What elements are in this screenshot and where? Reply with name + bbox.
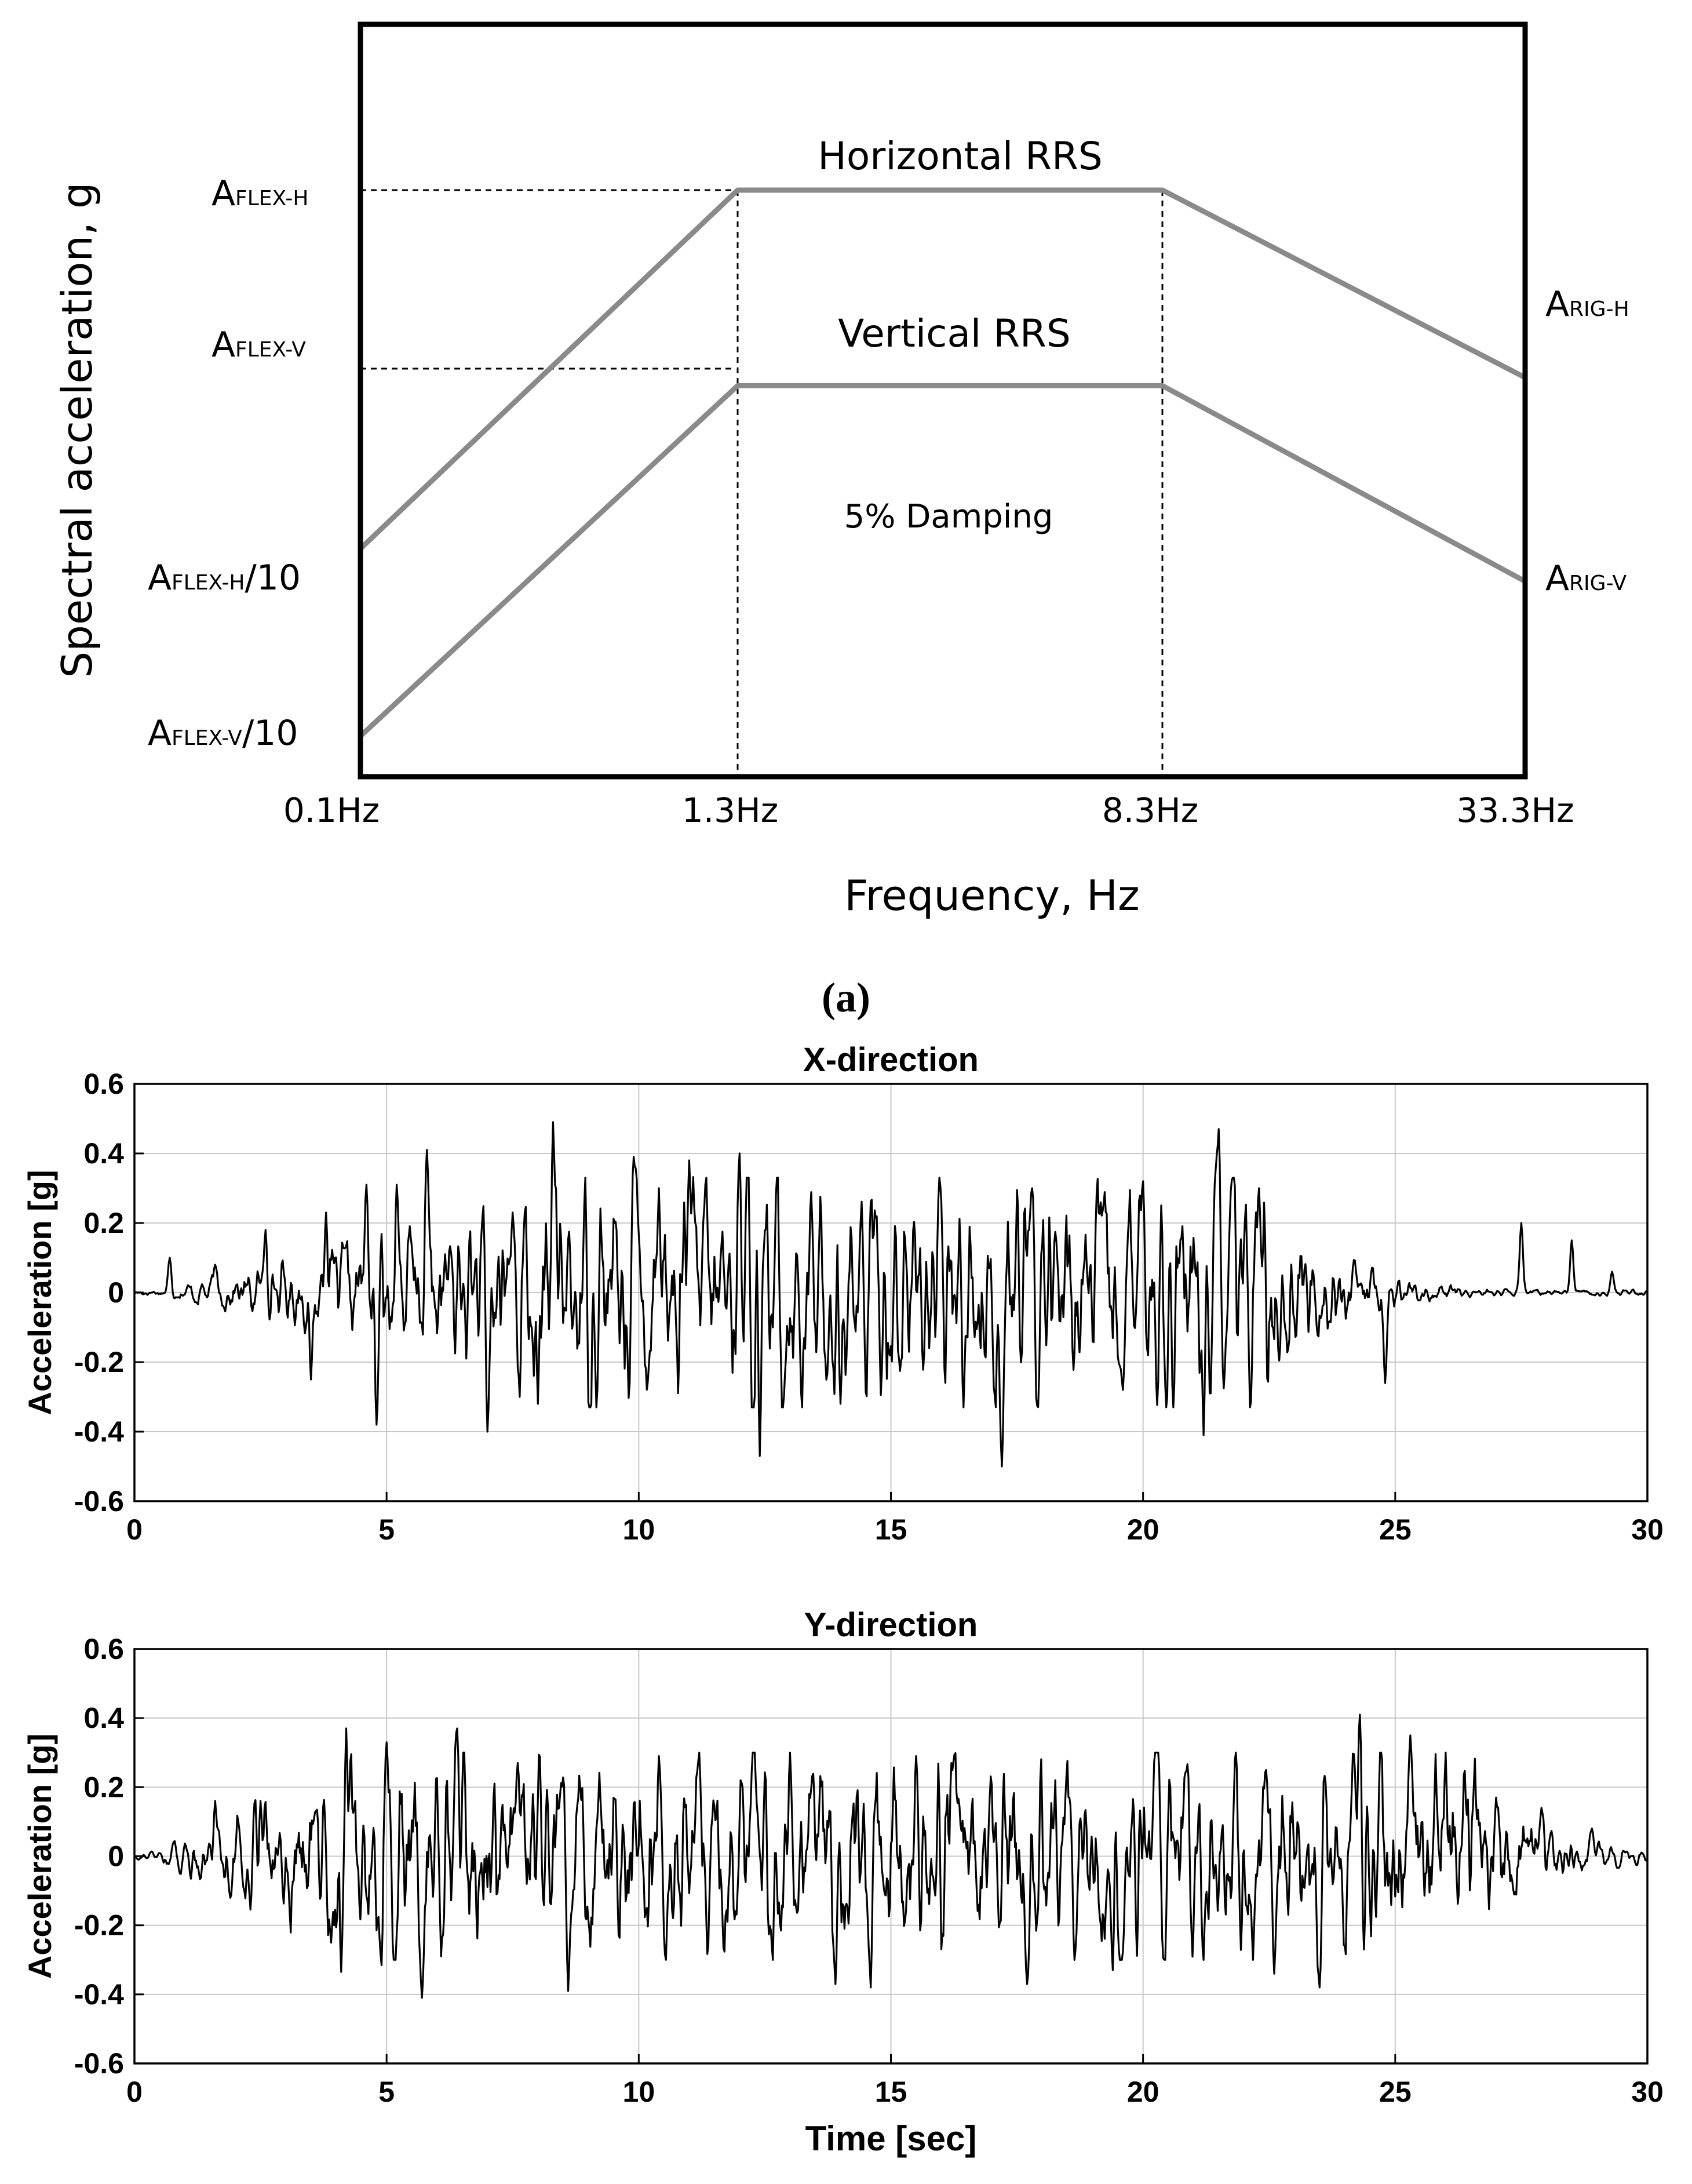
x-direction-ytick-label-2: 0.2 bbox=[83, 1207, 124, 1239]
x-direction-ytick-label-4: -0.2 bbox=[74, 1346, 124, 1378]
y-direction-xtick-label-5: 25 bbox=[1379, 2076, 1412, 2108]
y-direction-title: Y-direction bbox=[804, 1606, 978, 1644]
y-direction-ytick-label-5: -0.4 bbox=[74, 1978, 124, 2011]
y-direction-xtick-label-6: 30 bbox=[1631, 2076, 1664, 2108]
x-direction-ytick-label-1: 0.4 bbox=[83, 1137, 124, 1170]
rrs-x-axis-title: Frequency, Hz bbox=[844, 871, 1140, 920]
xtick-1-3hz: 1.3Hz bbox=[682, 791, 778, 830]
vertical-rrs-line bbox=[358, 383, 1527, 738]
y-direction-xtick-label-4: 20 bbox=[1127, 2076, 1159, 2108]
x-direction-ytick-label-6: -0.6 bbox=[74, 1485, 124, 1517]
x-direction-ytick-label-0: 0.6 bbox=[83, 1068, 124, 1100]
y-direction-y-axis-title: Acceleration [g] bbox=[21, 1734, 58, 1979]
x-direction-ytick-label-5: -0.4 bbox=[74, 1415, 124, 1448]
y-direction-ytick-label-3: 0 bbox=[108, 1840, 124, 1873]
y-direction-ytick-label-0: 0.6 bbox=[83, 1633, 124, 1665]
x-direction-xtick-label-6: 30 bbox=[1631, 1513, 1664, 1546]
y-direction-ytick-label-1: 0.4 bbox=[83, 1702, 124, 1734]
panel-a-caption: (a) bbox=[822, 974, 870, 1021]
rrs-y-axis-title: Spectral acceleration, g bbox=[53, 182, 101, 678]
rrs-panel: Horizontal RRS Vertical RRS 5% Damping A… bbox=[53, 21, 1629, 920]
y-direction-xtick-label-3: 15 bbox=[875, 2076, 907, 2108]
ytick-flex-v: AFLEX-V bbox=[212, 325, 306, 365]
x-direction-y-axis-title: Acceleration [g] bbox=[21, 1170, 58, 1415]
x-direction-acceleration-trace bbox=[134, 1121, 1648, 1468]
xtick-0-1hz: 0.1Hz bbox=[283, 791, 380, 830]
x-direction-xtick-label-1: 5 bbox=[378, 1513, 395, 1546]
ytick-flex-h-10: AFLEX-H/10 bbox=[148, 558, 301, 598]
x-direction-xtick-label-3: 15 bbox=[875, 1513, 907, 1546]
y-direction-x-axis-title: Time [sec] bbox=[805, 2119, 977, 2158]
y-direction-acceleration-trace bbox=[134, 1713, 1649, 1999]
y-direction-ytick-label-6: -0.6 bbox=[74, 2047, 124, 2080]
y-direction-ytick-label-2: 0.2 bbox=[83, 1771, 124, 1803]
x-direction-xtick-label-5: 25 bbox=[1379, 1513, 1412, 1546]
right-label-rig-h: ARIG-H bbox=[1545, 284, 1629, 325]
rrs-plot-frame bbox=[358, 21, 1528, 780]
horizontal-rrs-label: Horizontal RRS bbox=[818, 134, 1103, 179]
damping-annotation: 5% Damping bbox=[844, 498, 1053, 536]
ytick-flex-v-10: AFLEX-V/10 bbox=[148, 713, 298, 754]
xtick-33-3hz: 33.3Hz bbox=[1456, 791, 1574, 830]
x-direction-plot: 0 5 10 15 20 25 30 0.6 0.4 0.2 0 -0.2 -0.4 -0.6 X-dire… bbox=[21, 1041, 1664, 1546]
right-label-rig-v: ARIG-V bbox=[1545, 558, 1627, 599]
y-direction-ytick-label-4: -0.2 bbox=[74, 1909, 124, 1942]
x-direction-xtick-label-0: 0 bbox=[126, 1513, 143, 1546]
vertical-rrs-label: Vertical RRS bbox=[838, 311, 1071, 356]
x-direction-title: X-direction bbox=[803, 1041, 979, 1079]
x-direction-ytick-label-3: 0 bbox=[108, 1276, 124, 1309]
y-direction-xtick-label-2: 10 bbox=[623, 2076, 655, 2108]
y-direction-xtick-label-0: 0 bbox=[126, 2076, 143, 2108]
x-direction-xtick-label-4: 20 bbox=[1127, 1513, 1159, 1546]
horizontal-rrs-line bbox=[358, 187, 1527, 551]
x-direction-xtick-label-2: 10 bbox=[623, 1513, 655, 1546]
ytick-flex-h: AFLEX-H bbox=[212, 173, 309, 214]
y-direction-plot: 0 5 10 15 20 25 30 0.6 0.4 0.2 0 -0.2 -0.4 -0.6 Y-dire… bbox=[21, 1606, 1664, 2158]
y-direction-xtick-label-1: 5 bbox=[378, 2076, 395, 2108]
time-history-panels: 0 5 10 15 20 25 30 0.6 0.4 0.2 0 -0.2 -0.4 -0.6 X-dire… bbox=[21, 1041, 1664, 2158]
xtick-8-3hz: 8.3Hz bbox=[1102, 791, 1198, 830]
